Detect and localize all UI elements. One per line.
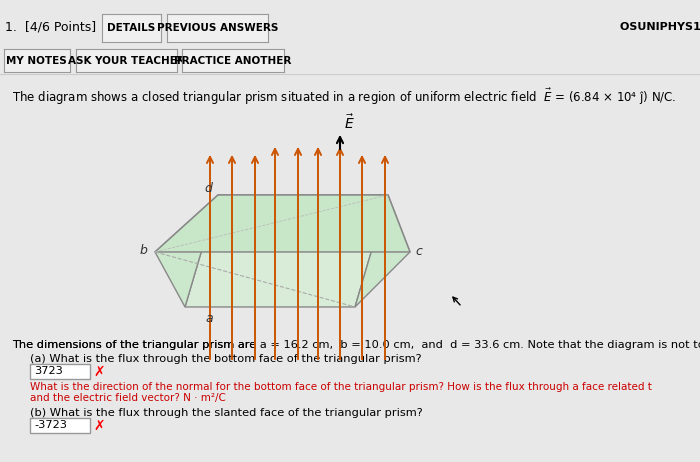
Text: The dimensions of the triangular prism are a = 16.2 cm,  b = 10.0 cm,  and  d = : The dimensions of the triangular prism a… <box>12 340 700 350</box>
Text: PREVIOUS ANSWERS: PREVIOUS ANSWERS <box>157 23 278 33</box>
Text: PRACTICE ANOTHER: PRACTICE ANOTHER <box>174 55 291 66</box>
Text: OSUNIPHYS1 23.1.WA.004.TUTORIAL.: OSUNIPHYS1 23.1.WA.004.TUTORIAL. <box>620 22 700 31</box>
Text: The diagram shows a closed triangular prism situated in a region of uniform elec: The diagram shows a closed triangular pr… <box>12 87 676 107</box>
Polygon shape <box>185 195 388 307</box>
Text: and the electric field vector? N · m²/C: and the electric field vector? N · m²/C <box>30 393 226 403</box>
Text: -3723: -3723 <box>34 420 67 431</box>
Text: 1.  [4/6 Points]: 1. [4/6 Points] <box>5 20 96 33</box>
FancyBboxPatch shape <box>30 364 90 379</box>
Polygon shape <box>155 195 218 307</box>
Text: b: b <box>140 244 148 257</box>
FancyBboxPatch shape <box>30 418 90 433</box>
Text: The dimensions of the triangular prism are: The dimensions of the triangular prism a… <box>12 340 260 350</box>
Text: $\vec{E}$: $\vec{E}$ <box>344 113 355 132</box>
Polygon shape <box>355 195 410 307</box>
Text: What is the direction of the normal for the bottom face of the triangular prism?: What is the direction of the normal for … <box>30 382 652 392</box>
Text: 3723: 3723 <box>34 366 63 377</box>
Polygon shape <box>155 195 410 252</box>
Text: ✗: ✗ <box>93 365 104 378</box>
Text: ASK YOUR TEACHER: ASK YOUR TEACHER <box>68 55 185 66</box>
Text: MY NOTES: MY NOTES <box>6 55 67 66</box>
Text: ✗: ✗ <box>93 419 104 432</box>
Text: (b) What is the flux through the slanted face of the triangular prism?: (b) What is the flux through the slanted… <box>30 408 423 418</box>
Text: d: d <box>204 182 212 195</box>
Text: DETAILS: DETAILS <box>107 23 155 33</box>
Text: c: c <box>415 245 422 258</box>
Text: (a) What is the flux through the bottom face of the triangular prism?: (a) What is the flux through the bottom … <box>30 354 421 364</box>
Text: a: a <box>205 312 213 325</box>
